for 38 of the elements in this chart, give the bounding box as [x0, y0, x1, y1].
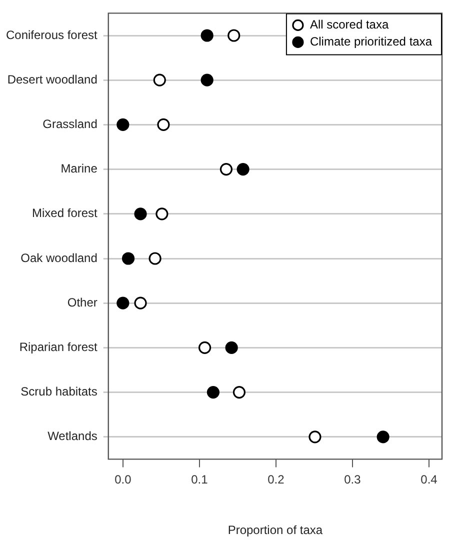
y-tick-label: Coniferous forest: [6, 28, 98, 42]
y-tick-label: Desert woodland: [7, 72, 98, 86]
y-tick-label: Marine: [60, 162, 98, 176]
y-tick-label: Grassland: [42, 117, 98, 132]
y-tick-label: Scrub habitats: [20, 384, 98, 399]
y-tick-label: Mixed forest: [32, 206, 98, 220]
point: [148, 252, 162, 265]
x-tick-label: 0.2: [268, 472, 285, 487]
x-tick-label: 0.3: [344, 472, 362, 487]
point: [134, 208, 147, 220]
point: [134, 296, 147, 310]
x-tick-label: 0.4: [420, 472, 438, 487]
point: [308, 430, 322, 444]
y-tick-label: Other: [67, 295, 98, 310]
point: [200, 74, 214, 86]
point: [236, 163, 250, 176]
point: [153, 74, 166, 86]
point: [228, 29, 240, 42]
point: [200, 29, 214, 42]
point: [232, 386, 246, 399]
y-tick-label: Oak woodland: [20, 250, 98, 265]
point: [156, 208, 168, 220]
point: [116, 296, 130, 310]
point: [225, 341, 238, 354]
x-tick-label: 0.1: [191, 472, 208, 487]
y-tick-label: Wetlands: [48, 429, 98, 444]
x-tick-label: 0.0: [114, 472, 132, 487]
point: [206, 386, 220, 399]
point: [220, 163, 233, 176]
point: [122, 252, 135, 265]
y-tick-label: Riparian forest: [19, 340, 98, 354]
legend-label: All scored taxa: [310, 18, 389, 32]
x-axis-title: Proportion of taxa: [228, 523, 323, 538]
point: [116, 118, 130, 131]
point: [198, 341, 212, 354]
point: [157, 118, 170, 131]
point: [376, 430, 390, 444]
legend-label: Climate prioritized taxa: [310, 34, 432, 49]
